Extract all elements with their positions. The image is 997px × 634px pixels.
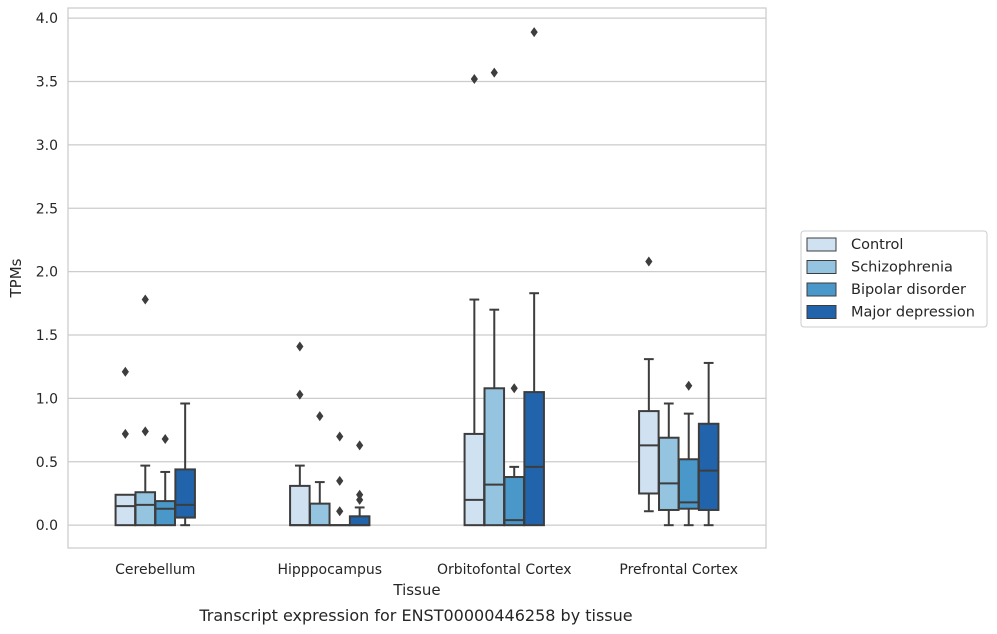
x-tick-label: Hipppocampus xyxy=(277,562,382,578)
plot-frame xyxy=(67,7,767,549)
box xyxy=(658,436,680,511)
outlier-point xyxy=(356,494,364,505)
legend-swatch xyxy=(806,260,837,274)
legend-swatch xyxy=(806,305,837,319)
outlier-point xyxy=(470,73,478,84)
box xyxy=(134,491,157,527)
legend-label: Bipolar disorder xyxy=(851,282,966,298)
y-tick-label: 0.5 xyxy=(36,455,58,471)
outlier-point xyxy=(336,431,344,442)
y-tick-label: 3.5 xyxy=(36,75,58,91)
outlier-point xyxy=(645,256,653,267)
box xyxy=(348,515,371,527)
outlier-point xyxy=(141,426,149,437)
box-group xyxy=(638,256,660,513)
y-tick-label: 3.0 xyxy=(36,138,58,154)
box-group xyxy=(658,402,680,527)
chart-caption: Transcript expression for ENST0000044625… xyxy=(199,606,633,625)
legend-frame xyxy=(800,230,988,328)
box-group xyxy=(309,411,331,527)
outlier-point xyxy=(356,440,364,451)
box-group xyxy=(289,341,311,527)
box xyxy=(154,500,176,527)
legend: Control Schizophrenia Bipolar disorder Majo… xyxy=(800,230,988,328)
legend-swatch xyxy=(806,237,837,252)
x-axis: Cerebellum Hipppocampus Orbitofontal Corte… xyxy=(115,562,738,578)
y-tick-label: 2.0 xyxy=(36,265,58,281)
box-group xyxy=(463,73,486,527)
box-group xyxy=(697,361,720,527)
box xyxy=(483,387,506,527)
box-group xyxy=(154,433,176,527)
box-group xyxy=(174,402,196,527)
outlier-point xyxy=(510,383,518,394)
legend-label: Control xyxy=(851,237,903,253)
box-group xyxy=(503,383,525,527)
box xyxy=(503,476,525,527)
y-axis-label: TPMs xyxy=(7,258,25,298)
outlier-point xyxy=(141,294,149,305)
box xyxy=(289,484,311,527)
legend-swatch xyxy=(806,282,837,297)
box-group xyxy=(134,294,157,527)
box xyxy=(677,458,700,510)
outlier-point xyxy=(530,27,538,38)
y-tick-label: 2.5 xyxy=(36,201,58,217)
x-tick-label: Prefrontal Cortex xyxy=(619,562,738,578)
x-tick-label: Orbitofontal Cortex xyxy=(437,562,572,578)
box-group xyxy=(328,431,351,527)
x-tick-label: Cerebellum xyxy=(115,562,195,578)
outlier-point xyxy=(296,389,304,400)
y-tick-label: 1.0 xyxy=(36,391,58,407)
outlier-point xyxy=(336,506,344,517)
box-group xyxy=(677,380,700,527)
box-group xyxy=(523,27,545,527)
box xyxy=(523,391,545,527)
legend-label: Schizophrenia xyxy=(851,260,953,276)
y-axis: 0.0 0.5 1.0 1.5 2.0 2.5 3.0 3.5 4.0 xyxy=(36,11,58,534)
box xyxy=(697,422,720,511)
outlier-point xyxy=(490,67,498,78)
outlier-point xyxy=(316,411,324,422)
box xyxy=(114,493,137,527)
outlier-point xyxy=(296,341,304,352)
box xyxy=(309,502,331,527)
outlier-point xyxy=(685,380,693,391)
outlier-point xyxy=(336,475,344,486)
y-tick-label: 0.0 xyxy=(36,518,58,534)
outlier-point xyxy=(121,366,129,377)
box-group xyxy=(114,366,137,527)
y-tick-label: 1.5 xyxy=(36,328,58,344)
outlier-point xyxy=(121,428,129,439)
box xyxy=(174,468,196,519)
box xyxy=(638,410,660,495)
outlier-point xyxy=(161,433,169,444)
box-group xyxy=(348,440,371,527)
y-tick-label: 4.0 xyxy=(36,11,58,27)
box xyxy=(463,432,486,527)
x-axis-label: Tissue xyxy=(392,581,440,599)
box-group xyxy=(483,67,506,527)
outlier-point xyxy=(356,489,364,500)
plot-marks xyxy=(114,27,720,527)
legend-label: Major depression xyxy=(851,305,975,321)
